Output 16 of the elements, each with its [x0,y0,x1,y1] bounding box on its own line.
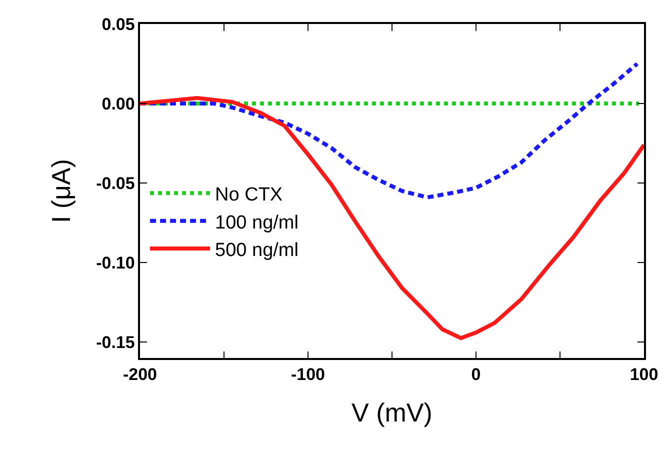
y-tick-label: 0.05 [102,14,135,34]
x-tick-label: 0 [471,365,481,384]
x-tick-label: -200 [122,365,158,384]
line-series [140,62,640,200]
legend-label: No CTX [215,184,283,206]
y-tick-label: 0.00 [102,94,135,114]
y-axis-title: I (μA) [46,158,76,224]
x-axis-title: V (mV) [352,397,432,428]
legend-label: 100 ng/ml [215,212,298,234]
x-tick-label: -100 [290,365,326,384]
x-tick-label: 100 [630,365,658,384]
line-series [140,96,644,340]
legend-label: 500 ng/ml [215,240,298,261]
y-tick-label: -0.15 [96,333,135,352]
y-tick-label: -0.10 [96,254,135,273]
y-tick-label: -0.05 [96,174,135,193]
